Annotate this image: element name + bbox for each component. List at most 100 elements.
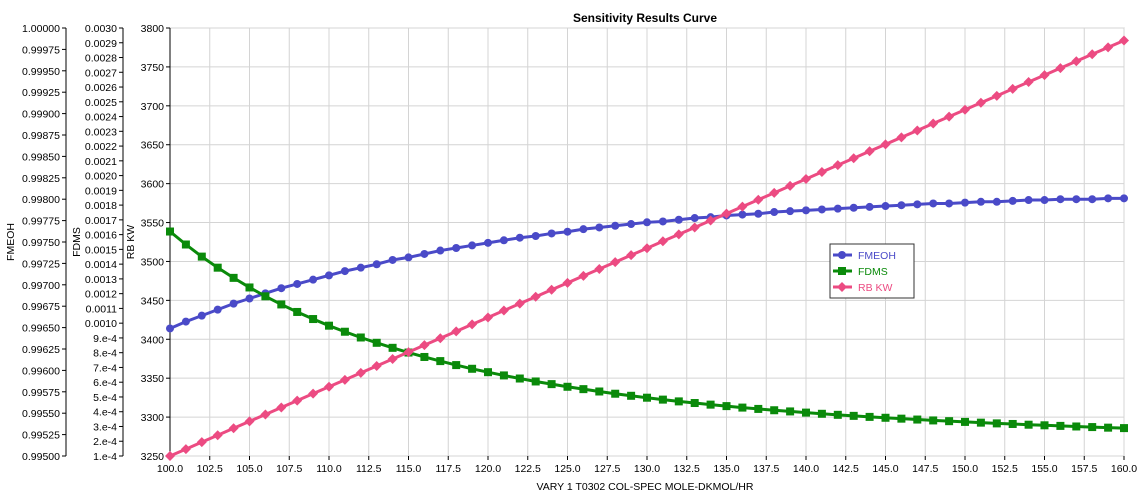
data-point bbox=[515, 233, 524, 242]
data-point bbox=[833, 204, 842, 213]
data-point bbox=[975, 97, 986, 108]
x-tick-label: 110.0 bbox=[316, 463, 342, 475]
y-tick-label: 2.e-4 bbox=[93, 436, 117, 448]
y-tick-label: 0.99500 bbox=[22, 451, 60, 463]
data-point bbox=[690, 399, 699, 408]
data-point bbox=[594, 264, 605, 275]
y-tick-label: 0.99875 bbox=[22, 130, 60, 142]
legend-marker bbox=[837, 282, 847, 292]
y-tick-label: 0.99550 bbox=[22, 408, 60, 420]
y-tick-label: 0.99650 bbox=[22, 323, 60, 335]
data-point bbox=[356, 263, 365, 272]
y-tick-label: 6.e-4 bbox=[93, 377, 117, 389]
data-point bbox=[816, 167, 827, 178]
data-point bbox=[578, 270, 589, 281]
y-tick-label: 8.e-4 bbox=[93, 348, 117, 360]
y-axis-label: FMEOH bbox=[5, 223, 17, 261]
y-tick-label: 1.00000 bbox=[22, 23, 60, 35]
y-tick-label: 0.0014 bbox=[85, 259, 117, 271]
data-point bbox=[356, 333, 365, 342]
x-tick-label: 152.5 bbox=[992, 463, 1018, 475]
data-point bbox=[610, 257, 621, 268]
data-point bbox=[881, 202, 890, 211]
y-tick-label: 0.0017 bbox=[85, 215, 117, 227]
data-point bbox=[674, 397, 683, 406]
data-point bbox=[309, 315, 318, 324]
data-point bbox=[531, 377, 540, 386]
y-tick-label: 0.0012 bbox=[85, 289, 117, 301]
y-tick-label: 3.e-4 bbox=[93, 421, 117, 433]
data-point bbox=[308, 388, 319, 399]
data-point bbox=[689, 222, 700, 233]
x-tick-label: 132.5 bbox=[674, 463, 700, 475]
data-point bbox=[1071, 56, 1082, 67]
y-tick-label: 0.0029 bbox=[85, 38, 117, 50]
x-tick-label: 125.0 bbox=[554, 463, 580, 475]
y-tick-label: 3450 bbox=[141, 295, 165, 307]
data-point bbox=[245, 294, 254, 303]
data-point bbox=[896, 132, 907, 143]
y-tick-label: 1.e-4 bbox=[93, 451, 117, 463]
data-point bbox=[387, 354, 398, 365]
data-point bbox=[721, 208, 732, 219]
data-point bbox=[770, 406, 779, 415]
data-point bbox=[420, 352, 429, 361]
data-point bbox=[197, 311, 206, 320]
data-point bbox=[340, 267, 349, 276]
data-point bbox=[611, 221, 620, 230]
data-point bbox=[737, 201, 748, 212]
data-point bbox=[1040, 196, 1049, 205]
y-tick-label: 0.0026 bbox=[85, 82, 117, 94]
data-point bbox=[770, 208, 779, 217]
data-point bbox=[1007, 83, 1018, 94]
y-tick-label: 0.99600 bbox=[22, 365, 60, 377]
data-point bbox=[658, 395, 667, 404]
data-point bbox=[991, 90, 1002, 101]
data-point bbox=[196, 437, 207, 448]
data-point bbox=[563, 227, 572, 236]
data-point bbox=[1055, 63, 1066, 74]
y-tick-label: 0.99925 bbox=[22, 87, 60, 99]
data-point bbox=[181, 240, 190, 249]
y-tick-label: 0.0015 bbox=[85, 244, 117, 256]
axes: 100.0 102.5 105.0 107.5 110.0 112.5 115.0 117.5… bbox=[5, 23, 1137, 475]
data-point bbox=[484, 238, 492, 247]
data-point bbox=[547, 229, 556, 238]
data-point bbox=[277, 284, 286, 293]
data-point bbox=[309, 275, 318, 284]
data-point bbox=[404, 253, 413, 262]
data-point bbox=[181, 317, 190, 326]
y-tick-label: 0.0013 bbox=[85, 274, 117, 286]
data-point bbox=[992, 419, 1001, 428]
legend-label: FDMS bbox=[858, 266, 888, 278]
data-point bbox=[197, 252, 206, 261]
data-point bbox=[832, 160, 843, 171]
y-tick-label: 0.0030 bbox=[85, 23, 117, 35]
data-point bbox=[261, 292, 270, 301]
data-point bbox=[1072, 195, 1081, 204]
data-point bbox=[595, 387, 604, 396]
data-point bbox=[690, 214, 699, 223]
data-point bbox=[944, 111, 955, 122]
y-tick-label: 0.0025 bbox=[85, 97, 117, 109]
data-point bbox=[212, 430, 223, 441]
x-axis-label: VARY 1 T0302 COL-SPEC MOLE-DKMOL/HR bbox=[537, 481, 754, 493]
data-point bbox=[1008, 419, 1017, 428]
data-point bbox=[420, 249, 429, 258]
data-point bbox=[229, 299, 238, 308]
legend[interactable]: FMEOH FDMS RB KW bbox=[829, 243, 915, 299]
data-point bbox=[611, 389, 620, 398]
y-tick-label: 4.e-4 bbox=[93, 407, 117, 419]
data-point bbox=[293, 279, 302, 288]
data-point bbox=[435, 333, 446, 344]
data-point bbox=[166, 324, 174, 333]
y-tick-label: 0.0016 bbox=[85, 230, 117, 242]
series-layer bbox=[165, 35, 1129, 461]
data-point bbox=[579, 225, 588, 234]
data-point bbox=[626, 250, 637, 261]
data-point bbox=[849, 203, 858, 212]
data-point bbox=[339, 374, 350, 385]
data-point bbox=[340, 327, 349, 336]
x-tick-label: 160.0 bbox=[1111, 463, 1137, 475]
data-point bbox=[881, 413, 890, 422]
